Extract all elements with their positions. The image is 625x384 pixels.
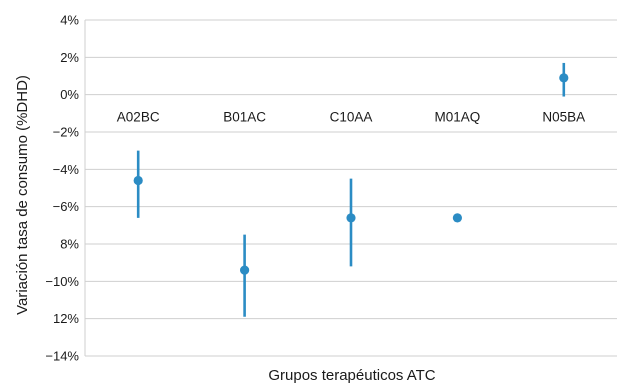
y-tick-label: 8% [60,237,79,252]
y-tick-label: 4% [60,13,79,28]
data-point [240,265,250,275]
y-tick-labels: 4% 2% 0% −2% −4% −6% 8% −10% 12% −14% [45,13,79,364]
category-labels: A02BC B01AC C10AA M01AQ N05BA [117,110,585,125]
y-tick-label: −10% [45,274,79,289]
y-axis-title: Variación tasa de consumo (%DHD) [14,75,31,315]
x-axis-title: Grupos terapéuticos ATC [268,367,435,384]
category-label: A02BC [117,110,160,125]
y-tick-label: −2% [53,125,80,140]
category-label: N05BA [542,110,585,125]
data-point [452,213,462,223]
y-tick-label: −14% [45,349,79,364]
category-label: B01AC [223,110,266,125]
data-point [346,213,356,223]
y-tick-label: −6% [53,199,80,214]
category-label: M01AQ [435,110,481,125]
y-tick-label: 2% [60,50,79,65]
data-point [133,175,143,186]
y-tick-label: 0% [60,87,79,102]
category-label: C10AA [330,110,373,125]
series [133,62,569,317]
y-tick-label: 12% [53,311,79,326]
y-tick-label: −4% [53,162,80,177]
data-point [559,73,569,83]
